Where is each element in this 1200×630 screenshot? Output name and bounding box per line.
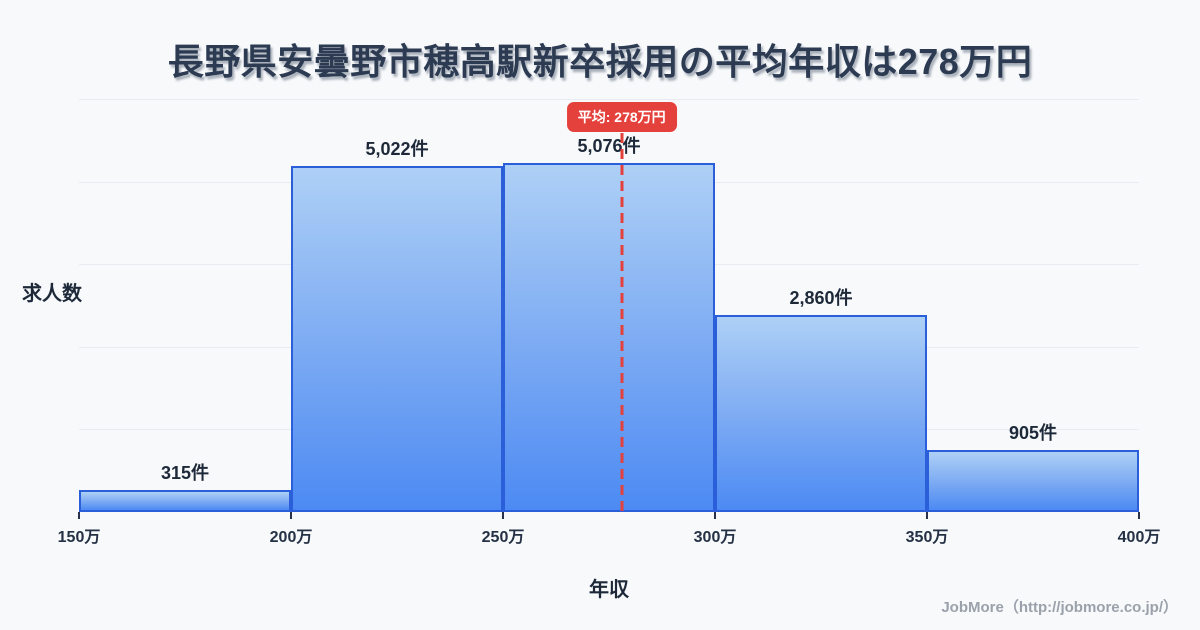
histogram-bar: 905件 [927,423,1139,512]
histogram-bar: 5,022件 [291,139,503,512]
histogram-bar: 315件 [79,463,291,512]
y-axis-title: 求人数 [22,283,82,305]
histogram-bar: 2,860件 [715,288,927,512]
x-axis-tick [290,512,292,519]
x-tick-label: 300万 [693,529,737,546]
x-tick-label: 200万 [269,529,313,546]
bar-value-label: 5,076件 [577,136,641,156]
x-axis-tick [1138,512,1140,519]
chart-title: 長野県安曇野市穂高駅新卒採用の平均年収は278万円 [167,41,1033,82]
histogram-bar: 5,076件 [503,136,715,512]
x-axis-tick [926,512,928,519]
average-line [620,133,624,512]
x-tick-label: 350万 [905,529,949,546]
bar-value-label: 5,022件 [365,139,429,159]
x-tick-label: 400万 [1117,529,1161,546]
x-axis-title: 年収 [589,579,629,601]
footer-credit: JobMore（http://jobmore.co.jp/） [941,599,1178,616]
x-tick-label: 150万 [57,529,101,546]
x-axis-tick [78,512,80,519]
bar-value-label: 2,860件 [789,288,853,308]
bar-value-label: 905件 [1008,423,1058,443]
x-tick-label: 250万 [481,529,525,546]
bar-value-label: 315件 [160,463,210,483]
x-axis-tick [502,512,504,519]
gridline [79,99,1139,100]
average-badge: 平均: 278万円 [566,102,677,132]
plot-area: 平均: 278万円 315件 5,022件 5,076件 2,860件 905件 150万… [58,99,1160,546]
x-axis-tick [714,512,716,519]
